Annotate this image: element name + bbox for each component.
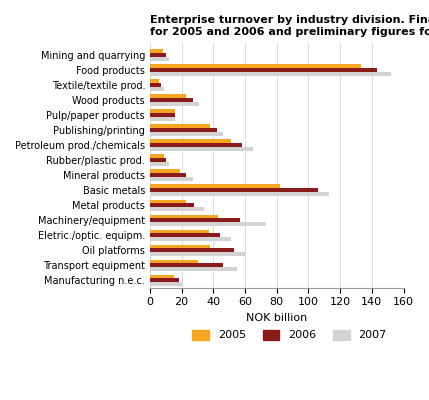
Bar: [150, 260, 197, 263]
Bar: [150, 192, 329, 196]
Bar: [150, 124, 210, 128]
Legend: 2005, 2006, 2007: 2005, 2006, 2007: [188, 325, 391, 345]
Bar: [150, 109, 175, 113]
Bar: [150, 98, 193, 102]
Bar: [150, 53, 166, 57]
Bar: [150, 143, 242, 147]
Bar: [150, 83, 161, 87]
Bar: [150, 278, 178, 282]
Bar: [150, 94, 187, 98]
Bar: [150, 230, 208, 233]
Bar: [150, 244, 210, 248]
Bar: [150, 248, 234, 252]
Bar: [150, 263, 223, 267]
Bar: [150, 218, 240, 222]
Bar: [150, 140, 231, 143]
Bar: [150, 79, 160, 83]
Bar: [150, 233, 220, 237]
Bar: [150, 132, 223, 136]
Bar: [150, 64, 361, 68]
Bar: [150, 222, 266, 226]
Bar: [150, 117, 175, 121]
Text: Enterprise turnover by industry division. Final figures
for 2005 and 2006 and pr: Enterprise turnover by industry division…: [150, 15, 429, 37]
Bar: [150, 128, 217, 132]
Bar: [150, 214, 218, 218]
Bar: [150, 188, 318, 192]
Bar: [150, 147, 253, 151]
Bar: [150, 267, 237, 271]
Bar: [150, 154, 164, 158]
Bar: [150, 200, 187, 203]
Bar: [150, 102, 199, 106]
Bar: [150, 158, 166, 162]
Bar: [150, 184, 280, 188]
Bar: [150, 87, 164, 91]
Bar: [150, 72, 391, 76]
Bar: [150, 252, 245, 256]
Bar: [150, 237, 231, 241]
Bar: [150, 57, 169, 60]
Bar: [150, 113, 175, 117]
Bar: [150, 170, 180, 173]
Bar: [150, 162, 169, 166]
Bar: [150, 203, 194, 207]
X-axis label: NOK billion: NOK billion: [246, 313, 307, 323]
Bar: [150, 49, 163, 53]
Bar: [150, 173, 187, 177]
Bar: [150, 282, 181, 286]
Bar: [150, 207, 204, 211]
Bar: [150, 274, 174, 278]
Bar: [150, 68, 377, 72]
Bar: [150, 177, 193, 181]
